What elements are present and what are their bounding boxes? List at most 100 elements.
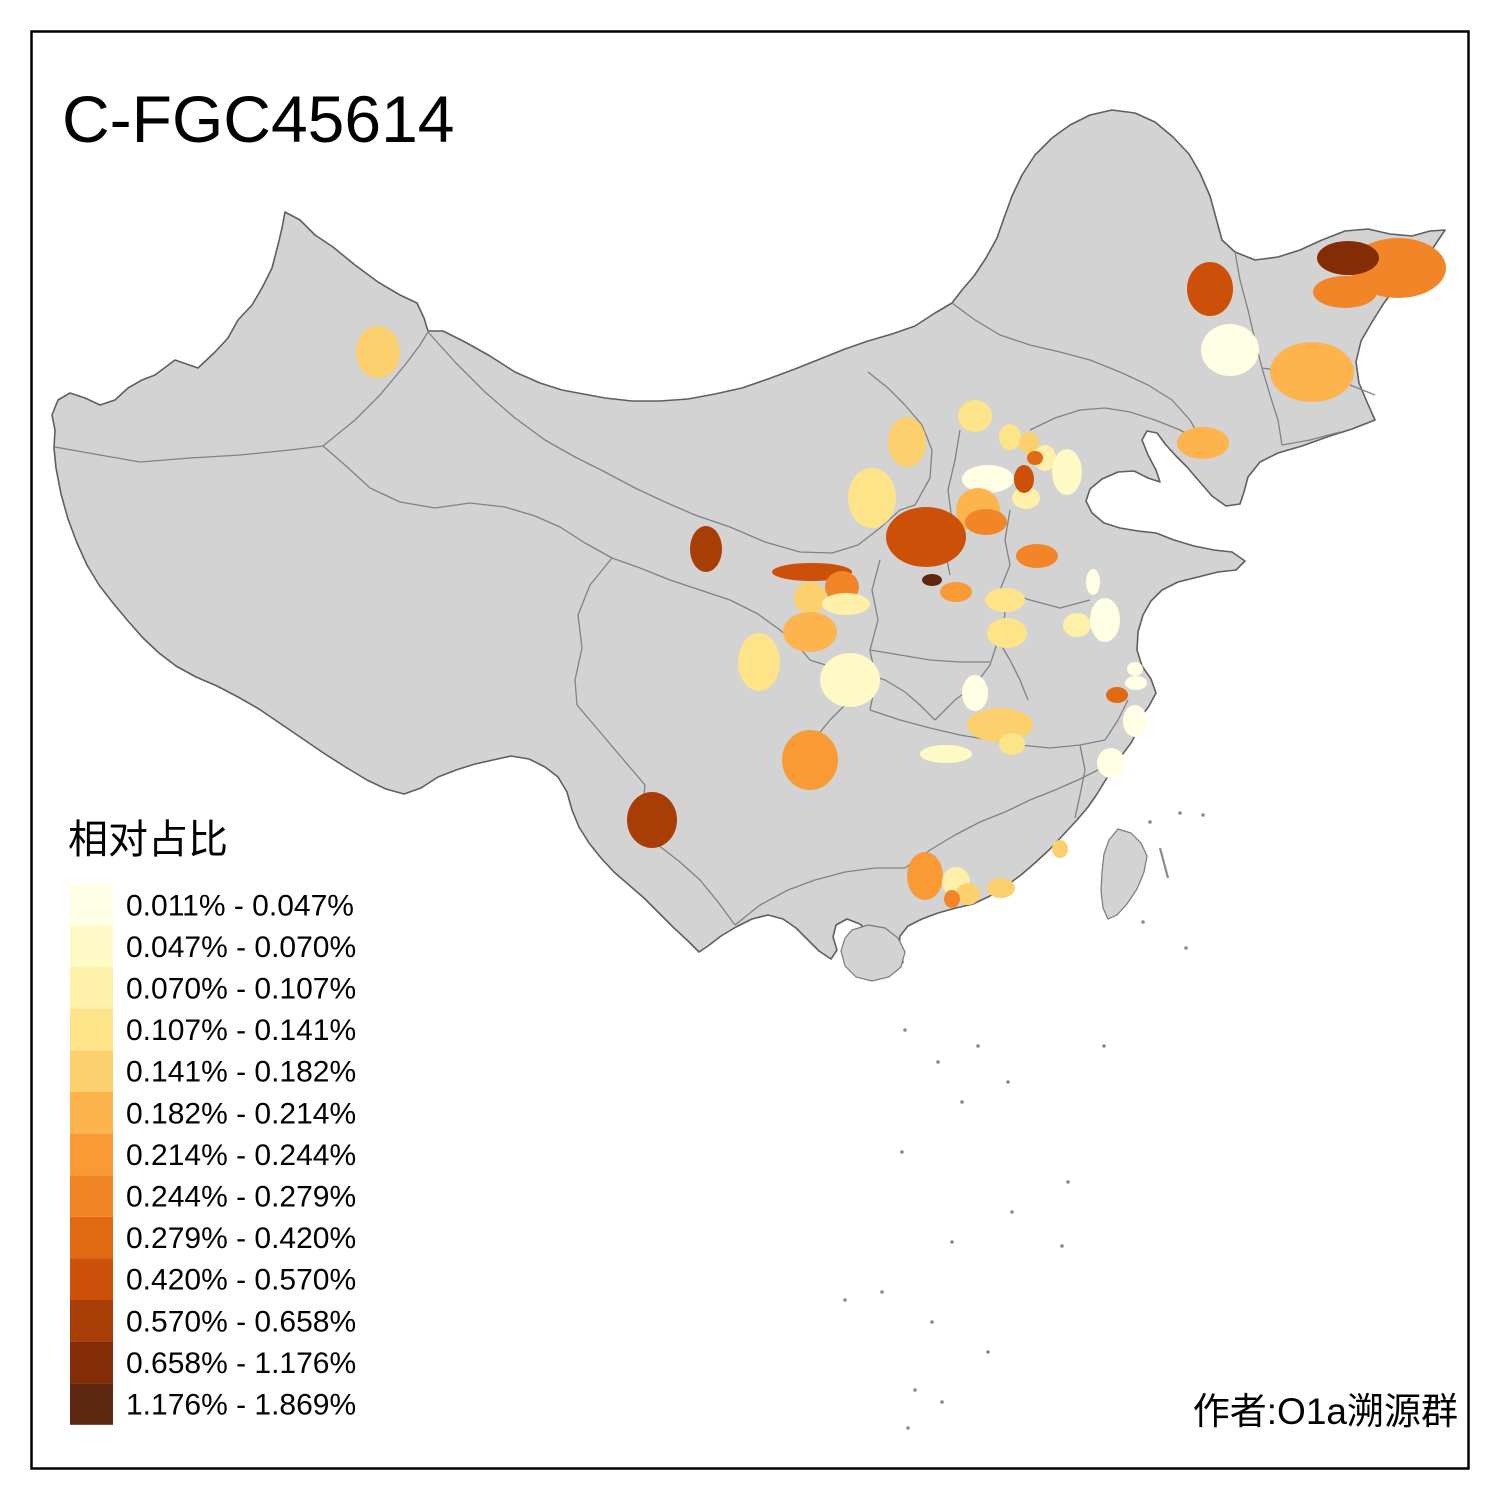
legend-label: 0.047% - 0.070%	[126, 931, 356, 964]
legend-label: 0.279% - 0.420%	[126, 1222, 356, 1255]
map-region	[1125, 676, 1147, 690]
legend-label: 0.570% - 0.658%	[126, 1305, 356, 1338]
islet-dot	[976, 1044, 980, 1048]
legend-label: 0.011% - 0.047%	[126, 889, 354, 922]
legend-swatch	[70, 1008, 113, 1051]
legend-swatch	[70, 884, 113, 926]
map-region	[956, 883, 980, 905]
map-region	[1034, 445, 1056, 471]
map-region	[1027, 451, 1043, 465]
islet-dot	[1102, 1044, 1106, 1048]
map-region	[1097, 748, 1125, 778]
islet-dot	[1184, 946, 1188, 950]
map-region	[1313, 276, 1377, 308]
islet-dot	[1060, 1244, 1064, 1248]
islet-sliver	[1158, 847, 1170, 879]
map-region	[782, 730, 838, 790]
legend-swatch	[70, 1300, 113, 1342]
islet-dot	[1141, 920, 1145, 924]
china-outline	[51, 109, 1446, 971]
page-title: C-FGC45614	[62, 82, 455, 156]
map-region	[820, 653, 880, 707]
map-region	[962, 465, 1014, 493]
legend-label: 0.182% - 0.214%	[126, 1097, 356, 1130]
map-region	[794, 582, 826, 614]
map-region	[1014, 465, 1034, 493]
map-region	[1052, 840, 1068, 858]
map-region	[987, 878, 1015, 898]
islet-dot	[930, 1320, 934, 1324]
islet-dot	[843, 1298, 847, 1302]
islet-dot	[936, 1060, 940, 1064]
islet-dot	[906, 1426, 910, 1430]
map-region	[987, 618, 1027, 648]
legend-swatch	[70, 1216, 113, 1259]
legend-rows: 0.011% - 0.047% 0.047% - 0.070% 0.070% - 0…	[70, 884, 356, 1425]
legend-swatch	[70, 1133, 113, 1176]
map-region	[965, 509, 1007, 535]
map-region	[1187, 262, 1233, 316]
legend-label: 0.420% - 0.570%	[126, 1264, 356, 1297]
islet-dot	[950, 1240, 954, 1244]
legend-swatch	[70, 925, 113, 968]
sea-islets	[843, 811, 1205, 1430]
map-region	[967, 708, 1033, 742]
map-region	[356, 326, 400, 378]
taiwan-island	[1100, 828, 1148, 920]
legend-label: 1.176% - 1.869%	[126, 1389, 356, 1422]
map-region	[822, 593, 870, 615]
legend-swatch	[70, 1175, 113, 1217]
map-region	[886, 507, 966, 567]
map-region	[920, 745, 972, 763]
map-region	[1090, 598, 1120, 642]
islet-dot	[940, 1400, 944, 1404]
hainan-island	[840, 924, 906, 982]
map-region	[1063, 613, 1091, 637]
map-region	[1127, 662, 1143, 676]
map-region	[962, 675, 988, 711]
legend: 相对占比 0.011% - 0.047% 0.047% - 0.070% 0.070…	[68, 818, 356, 1425]
legend-swatch	[70, 1341, 113, 1384]
map-region	[1106, 687, 1128, 703]
map-regions	[356, 238, 1446, 908]
map-region	[1086, 569, 1100, 595]
map-region	[985, 588, 1025, 612]
map-region	[1177, 427, 1229, 459]
legend-label: 0.107% - 0.141%	[126, 1014, 356, 1047]
legend-label: 0.070% - 0.107%	[126, 973, 356, 1006]
islet-dot	[913, 1388, 917, 1392]
map-region	[783, 612, 837, 652]
islet-dot	[1066, 1180, 1070, 1184]
map-region	[1201, 324, 1259, 376]
islet-dot	[986, 1350, 990, 1354]
map-region	[944, 890, 960, 908]
islet-dot	[1006, 1080, 1010, 1084]
map-region	[690, 526, 722, 572]
attribution-text: 作者:O1a溯源群	[1193, 1391, 1458, 1432]
map-region	[999, 733, 1025, 755]
map-region	[1123, 705, 1147, 737]
china-base-map	[51, 109, 1446, 1430]
islet-dot	[900, 1150, 904, 1154]
islet-dot	[880, 1290, 884, 1294]
legend-swatch	[70, 967, 113, 1009]
map-region	[1270, 342, 1354, 402]
islet-dot	[1010, 1210, 1014, 1214]
map-region	[1016, 544, 1058, 568]
map-region	[1019, 432, 1039, 454]
legend-label: 0.214% - 0.244%	[126, 1139, 356, 1172]
map-region	[627, 792, 677, 848]
map-region	[907, 852, 943, 900]
islet-dot	[1201, 813, 1205, 817]
map-region	[738, 633, 780, 691]
legend-swatch	[70, 1383, 113, 1425]
islet-dot	[960, 1100, 964, 1104]
map-region	[1012, 487, 1040, 509]
map-region	[922, 574, 942, 586]
legend-swatch	[70, 1092, 113, 1134]
map-region	[848, 468, 896, 528]
islet-dot	[1178, 811, 1182, 815]
map-region	[958, 400, 992, 432]
map-region	[888, 417, 926, 467]
